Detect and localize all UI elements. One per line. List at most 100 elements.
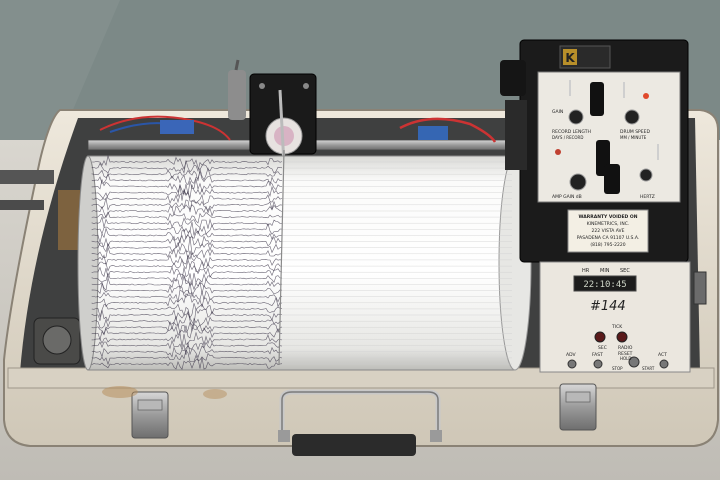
pen-carriage <box>228 59 317 166</box>
maker-line-2: KINEMETRICS, INC. <box>587 221 630 227</box>
seismogram-trace-line <box>91 227 283 244</box>
rocker-switch[interactable] <box>590 82 604 116</box>
seismogram-trace-line <box>91 303 282 319</box>
seismogram-trace-line <box>91 204 283 219</box>
bottom-label-stop: STOP <box>612 366 623 371</box>
rocker-switch-3[interactable] <box>604 164 620 194</box>
wire-red-2 <box>399 117 497 143</box>
seismogram-trace-line <box>91 293 283 308</box>
clock-header-sec: SEC <box>620 268 630 274</box>
bottom-label-start: START <box>642 366 655 371</box>
clock-display <box>573 275 637 292</box>
seismogram-trace-line <box>91 274 283 291</box>
label-drum-speed: DRUM SPEED <box>620 129 650 135</box>
connector <box>418 126 448 140</box>
motor-hub <box>42 325 72 355</box>
seismogram-trace-line <box>91 258 283 273</box>
seismogram-trace-line <box>91 189 283 206</box>
seismogram-trace-line <box>91 215 283 229</box>
seismogram-trace-line <box>91 345 283 359</box>
seismogram-trace-line <box>91 234 283 249</box>
seismogram-trace-line <box>91 183 283 201</box>
unit-number: #144 <box>590 299 626 314</box>
label-gain: GAIN <box>552 109 563 115</box>
indicator-lamp <box>555 149 561 155</box>
side-bracket <box>58 190 80 250</box>
seismogram-trace-line <box>91 272 283 286</box>
tick-label: TICK <box>611 324 623 330</box>
seismogram-trace-line <box>91 211 283 224</box>
glass-reflection <box>0 0 120 140</box>
clock-header-min: MIN <box>600 268 610 274</box>
rust-stain <box>102 386 138 398</box>
pen-stylus <box>278 149 285 366</box>
control-tower: K GAIN RECORD LENGTH DAYS / RECORD DRUM … <box>500 39 689 263</box>
fast-switch[interactable] <box>593 359 603 369</box>
seismogram-trace-line <box>91 170 282 187</box>
clock-header-hr: HR <box>582 268 590 274</box>
seismogram-trace-line <box>91 349 283 366</box>
radio-lamp <box>616 331 628 343</box>
left-clasp <box>131 391 169 439</box>
hertz-knob[interactable] <box>639 168 653 182</box>
label-record-length: RECORD LENGTH <box>552 129 591 135</box>
brand-logo-mark <box>563 49 577 65</box>
seismogram-trace-line <box>91 339 283 356</box>
maker-line-1: WARRANTY VOIDED ON <box>579 214 638 220</box>
adv-switch[interactable] <box>567 359 577 369</box>
bottom-label-hold: HOLD <box>620 356 631 361</box>
brand-logo: K <box>565 51 575 65</box>
switch-label-adv: ADV <box>566 352 576 358</box>
seismogram-trace-line <box>91 280 283 298</box>
seismogram-traces <box>91 154 512 370</box>
switch-label-reset: RESET <box>618 351 633 357</box>
cable-left <box>0 170 54 184</box>
seismogram-trace-line <box>91 221 282 236</box>
switch-label-fast: FAST <box>592 352 603 358</box>
cable-left-2 <box>0 200 44 210</box>
seismogram-trace-line <box>91 167 283 182</box>
case-handle <box>278 389 442 456</box>
seismogram-trace-line <box>91 324 283 341</box>
clock-panel: HR MIN SEC 22:10:45 #144 TICK SEC RADIO … <box>539 261 691 373</box>
sec-lamp <box>594 331 606 343</box>
maker-plate <box>567 209 649 253</box>
seismogram-trace-line <box>91 246 283 262</box>
maker-line-5: (818) 795-2220 <box>590 242 625 248</box>
seismogram-trace-line <box>91 197 283 213</box>
lamp-label-radio: RADIO <box>618 345 633 351</box>
maker-line-3: 222 VISTA AVE <box>592 228 625 234</box>
seismogram-trace-line <box>91 264 283 281</box>
seismogram-trace-line <box>91 357 283 370</box>
lamp-label-sec: SEC <box>598 345 607 351</box>
gain-knob[interactable] <box>568 109 584 125</box>
label-days-record: DAYS / RECORD <box>552 135 583 140</box>
indicator-lamp-red <box>643 93 649 99</box>
seismogram-trace-line <box>91 310 283 332</box>
clock-readout: 22:10:45 <box>583 280 626 290</box>
amp-gain-knob[interactable] <box>569 173 587 191</box>
seismogram-trace-line <box>91 154 283 170</box>
seismogram-trace-line <box>91 251 283 267</box>
wire-red <box>99 115 231 141</box>
label-hertz: HERTZ <box>640 194 655 200</box>
seismogram-trace-line <box>91 331 283 347</box>
label-amp-gain: AMP GAIN dB <box>552 194 582 200</box>
drum-speed-knob[interactable] <box>624 109 640 125</box>
reset-switch[interactable] <box>628 356 640 368</box>
recording-drum <box>77 155 532 371</box>
maker-line-4: PASADENA CA 91107 U.S.A. <box>577 235 640 241</box>
switch-label-act: ACT <box>658 352 667 358</box>
seismogram-trace-line <box>91 160 283 174</box>
rust-stain <box>203 389 227 399</box>
connector-left <box>160 120 194 134</box>
right-clasp <box>559 383 597 431</box>
side-latch <box>693 271 707 305</box>
seismogram-trace-line <box>91 178 283 196</box>
seismogram-trace-line <box>91 321 283 335</box>
seismogram-trace-line <box>91 289 283 303</box>
act-switch[interactable] <box>659 359 669 369</box>
seismogram-trace-line <box>91 307 283 326</box>
